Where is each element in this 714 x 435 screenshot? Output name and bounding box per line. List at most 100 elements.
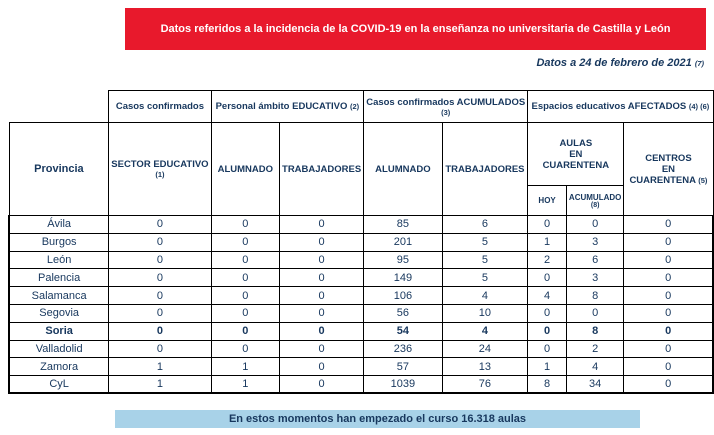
column-header-row: Provincia SECTOR EDUCATIVO (1) ALUMNADO …	[8, 122, 714, 216]
col-header-line: AULAS	[559, 137, 593, 149]
cell-value: 2	[565, 339, 625, 359]
cell-value: 0	[210, 268, 281, 288]
group-header-row: Casos confirmados Personal ámbito EDUCAT…	[9, 90, 714, 123]
cell-value: 1	[527, 232, 567, 252]
cell-value: 0	[623, 339, 714, 359]
cell-value: 0	[623, 250, 714, 270]
group-ref: (3)	[441, 107, 451, 117]
date-note-text: Datos a 24 de febrero de 2021	[536, 57, 692, 69]
col-header-label: SECTOR EDUCATIVO	[111, 159, 209, 170]
date-note-ref: (7)	[694, 59, 704, 68]
title-banner-text: Datos referidos a la incidencia de la CO…	[160, 23, 671, 35]
cell-value: 10	[441, 303, 529, 323]
province-name: Zamora	[8, 357, 110, 377]
province-name: Soria	[8, 321, 110, 341]
cell-value: 0	[279, 250, 365, 270]
cell-value: 0	[108, 321, 212, 341]
cell-value: 0	[527, 268, 567, 288]
province-name: Valladolid	[8, 339, 110, 359]
cell-value: 0	[210, 250, 281, 270]
col-header-provincia: Provincia	[8, 122, 110, 216]
group-header-personal-educativo: Personal ámbito EDUCATIVO (2)	[210, 90, 365, 123]
cell-value: 0	[108, 250, 212, 270]
date-note: Datos a 24 de febrero de 2021 (7)	[536, 57, 704, 69]
cell-value: 0	[565, 215, 625, 234]
table-row-soria: Soria 0 0 0 54 4 0 8 0	[8, 321, 714, 341]
cell-value: 8	[565, 286, 625, 305]
cell-value: 0	[108, 339, 212, 359]
cell-value: 0	[527, 303, 567, 323]
col-header-line: CUARENTENA (5)	[626, 175, 710, 186]
col-header-label: CUARENTENA	[629, 174, 696, 186]
cell-value: 1	[210, 357, 281, 377]
cell-value: 0	[623, 215, 714, 234]
province-name: CyL	[8, 375, 110, 395]
cell-value: 56	[363, 303, 443, 323]
col-header-acumulado: ACUMULADO (8)	[565, 185, 625, 216]
table-row-segovia: Segovia 0 0 0 56 10 0 0 0	[8, 303, 714, 323]
cell-value: 0	[279, 375, 365, 395]
col-header-line: EN	[661, 163, 676, 175]
col-header-trabajadores-acumulado: TRABAJADORES	[441, 122, 529, 216]
province-name: León	[8, 250, 110, 270]
col-header-alumnado-acumulado: ALUMNADO	[363, 122, 443, 216]
col-header-line: CUARENTENA	[542, 159, 610, 171]
cell-value: 1	[210, 375, 281, 395]
cell-value: 95	[363, 250, 443, 270]
cell-value: 0	[623, 375, 714, 395]
table-row-zamora: Zamora 1 1 0 57 13 1 4 0	[8, 357, 714, 377]
cell-value: 6	[441, 215, 529, 234]
cell-value: 0	[527, 339, 567, 359]
cell-value: 5	[441, 268, 529, 288]
col-header-line: EN	[569, 148, 583, 160]
table-row-palencia: Palencia 0 0 0 149 5 0 3 0	[8, 268, 714, 288]
province-name: Salamanca	[8, 286, 110, 305]
cell-value: 4	[441, 321, 529, 341]
col-header-ref: (5)	[698, 175, 708, 185]
cell-value: 0	[108, 268, 212, 288]
cell-value: 1039	[363, 375, 443, 395]
cell-value: 76	[441, 375, 529, 395]
cell-value: 4	[527, 286, 567, 305]
group-label: Personal ámbito EDUCATIVO	[215, 101, 348, 112]
cell-value: 0	[279, 357, 365, 377]
cell-value: 0	[279, 321, 365, 341]
group-header-casos-acumulados: Casos confirmados ACUMULADOS (3)	[363, 90, 529, 123]
cell-value: 57	[363, 357, 443, 377]
cell-value: 0	[527, 321, 567, 341]
cell-value: 4	[441, 286, 529, 305]
table-row-burgos: Burgos 0 0 0 201 5 1 3 0	[8, 232, 714, 252]
cell-value: 0	[279, 303, 365, 323]
province-name: Palencia	[8, 268, 110, 288]
cell-value: 4	[565, 357, 625, 377]
cell-value: 0	[279, 232, 365, 252]
cell-value: 13	[441, 357, 529, 377]
cell-value: 0	[623, 357, 714, 377]
table-row-salamanca: Salamanca 0 0 0 106 4 4 8 0	[8, 286, 714, 305]
cell-value: 0	[108, 215, 212, 234]
group-header-casos-confirmados: Casos confirmados	[108, 90, 212, 123]
sub-header-row: HOY ACUMULADO (8)	[9, 185, 713, 216]
cell-value: 0	[623, 232, 714, 252]
cell-value: 0	[565, 303, 625, 323]
group-ref: (4) (6)	[688, 102, 710, 111]
cell-value: 106	[363, 286, 443, 305]
cell-value: 5	[441, 232, 529, 252]
cell-value: 1	[108, 357, 212, 377]
cell-value: 0	[210, 232, 281, 252]
cell-value: 0	[279, 339, 365, 359]
cell-value: 3	[565, 268, 625, 288]
cell-value: 0	[623, 321, 714, 341]
cell-value: 236	[363, 339, 443, 359]
group-label: Casos confirmados ACUMULADOS	[366, 96, 526, 108]
cell-value: 0	[210, 215, 281, 234]
cell-value: 24	[441, 339, 529, 359]
cell-value: 6	[565, 250, 625, 270]
group-label: Casos confirmados	[115, 101, 204, 112]
cell-value: 0	[108, 286, 212, 305]
col-header-aulas-cuarentena: AULAS EN CUARENTENA	[527, 122, 625, 186]
cell-value: 8	[527, 375, 567, 395]
cell-value: 5	[441, 250, 529, 270]
group-header-espacios-afectados: Espacios educativos AFECTADOS (4) (6)	[527, 90, 714, 123]
col-header-label: ACUMULADO	[568, 192, 622, 202]
